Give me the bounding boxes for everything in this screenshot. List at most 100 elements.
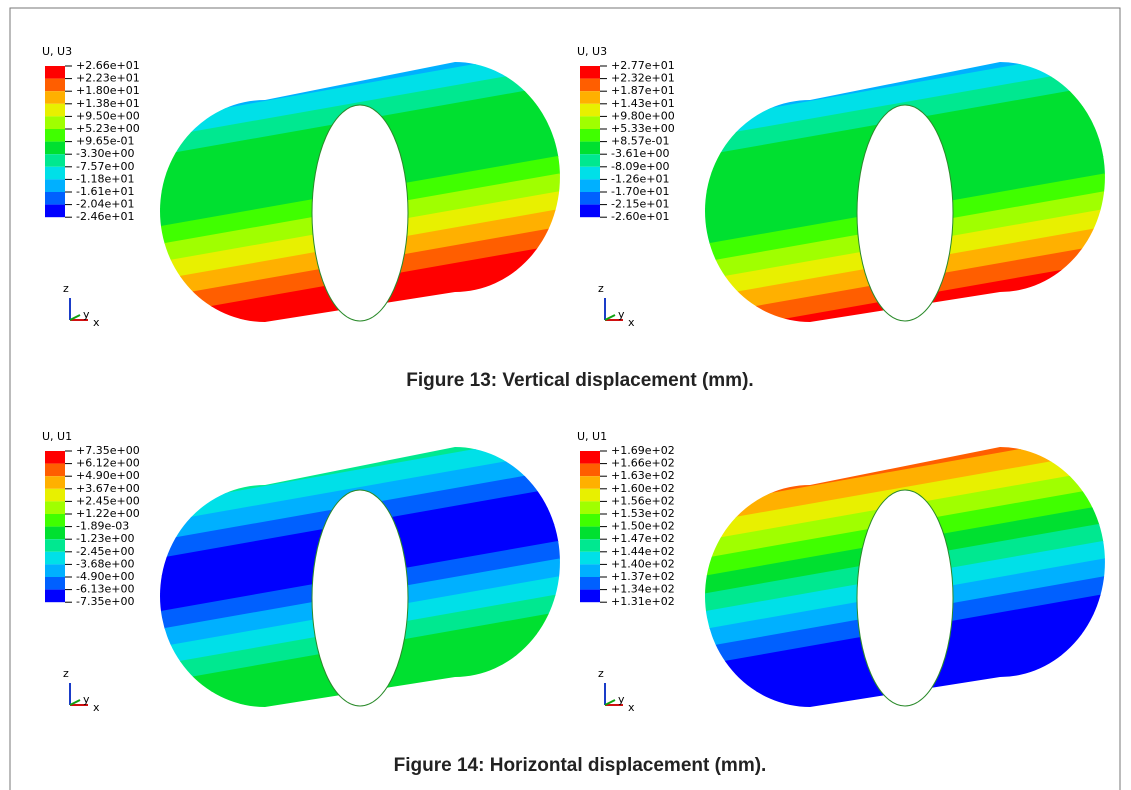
triad-z: z [598,282,604,295]
legend-swatch [580,141,600,155]
triad-y: y [83,693,90,706]
legend-swatch [45,589,65,603]
legend-value: +1.44e+02 [611,545,675,558]
band [163,231,560,322]
legend-swatch [45,204,65,218]
legend-value: +9.65e-01 [76,135,134,148]
legend-swatch [580,577,600,590]
triad-y: y [83,308,90,321]
legend-swatch [45,539,65,552]
legend-value: -7.57e+00 [76,160,134,173]
legend-value: -2.04e+01 [76,198,134,211]
legend-value: +4.90e+00 [76,469,140,482]
legend-swatch [45,192,65,205]
legend-value: -1.70e+01 [611,185,669,198]
legend-swatch [580,589,600,603]
legend-value: -2.46e+01 [76,210,134,223]
triad-x: x [93,701,100,714]
triad-x: x [93,316,100,329]
legend-value: +1.69e+02 [611,444,675,457]
legend-value: +5.33e+00 [611,122,675,135]
legend-value: +1.53e+02 [611,507,675,520]
legend-swatch [45,141,65,155]
band [705,62,1105,92]
legend-value: -2.45e+00 [76,545,134,558]
legend-value: +9.50e+00 [76,109,140,122]
axis-y [69,314,81,321]
legend-swatch [45,78,65,92]
legend-value: +1.38e+01 [76,97,140,110]
legend-value: -4.90e+00 [76,570,134,583]
legend-value: +1.40e+02 [611,557,675,570]
band [160,62,560,92]
legend-swatch [45,476,65,489]
legend-swatch [580,166,600,180]
legend-swatch [580,66,600,79]
legend-value: +2.77e+01 [611,59,675,72]
legend-swatch [45,116,65,129]
legend-value: +2.23e+01 [76,72,140,85]
legend-swatch [580,488,600,502]
band [163,616,560,707]
border [9,7,1121,790]
band [708,231,1105,322]
legend-swatch [580,192,600,205]
legend-title: U, U1 [42,430,72,443]
legend-value: -3.30e+00 [76,147,134,160]
legend-swatch [45,129,65,142]
legend-swatch [580,103,600,117]
legend-value: +2.66e+01 [76,59,140,72]
legend-swatch [45,179,65,192]
panel: U, U1 +1.69e+02+1.66e+02+1.63e+02+1.60e+0… [577,430,1105,714]
legend-swatch [580,129,600,142]
legend-swatch [45,501,65,514]
legend-swatch [580,179,600,192]
legend-value: -2.15e+01 [611,198,669,211]
legend-swatch [45,451,65,464]
triad-x: x [628,316,635,329]
legend-swatch [45,551,65,565]
opening [311,489,409,707]
legend-value: +1.31e+02 [611,595,675,608]
legend-value: -1.89e-03 [76,520,129,533]
legend-value: +7.35e+00 [76,444,140,457]
legend-value: +3.67e+00 [76,482,140,495]
legend-value: +8.57e-01 [611,135,669,148]
legend-swatch [45,66,65,79]
legend-swatch [580,91,600,104]
axis-y [69,699,81,706]
legend-value: -6.13e+00 [76,583,134,596]
legend-value: -1.23e+00 [76,532,134,545]
legend-value: +1.60e+02 [611,482,675,495]
legend-swatch [580,564,600,577]
legend-swatch [45,103,65,117]
opening [311,104,409,322]
legend-swatch [45,526,65,540]
legend-swatch [580,476,600,489]
caption: Figure 13: Vertical displacement (mm). [406,370,753,391]
legend-swatch [45,488,65,502]
axis-y [604,314,616,321]
legend-value: +1.80e+01 [76,84,140,97]
axis-y [604,699,616,706]
legend-value: +1.34e+02 [611,583,675,596]
legend-value: -2.60e+01 [611,210,669,223]
caption: Figure 14: Horizontal displacement (mm). [394,755,767,776]
panel: U, U3 +2.66e+01+2.23e+01+1.80e+01+1.38e+0… [42,45,560,329]
triad-z: z [63,667,69,680]
legend-swatch [45,577,65,590]
legend-value: +1.66e+02 [611,457,675,470]
triad-z: z [598,667,604,680]
legend-swatch [45,463,65,477]
legend-swatch [45,564,65,577]
panel: U, U1 +7.35e+00+6.12e+00+4.90e+00+3.67e+0… [42,430,560,714]
triad-y: y [618,308,625,321]
triad-x: x [628,701,635,714]
legend-value: -1.26e+01 [611,172,669,185]
legend-swatch [45,91,65,104]
legend-swatch [580,501,600,514]
triad-y: y [618,693,625,706]
legend-swatch [580,451,600,464]
legend-value: +5.23e+00 [76,122,140,135]
